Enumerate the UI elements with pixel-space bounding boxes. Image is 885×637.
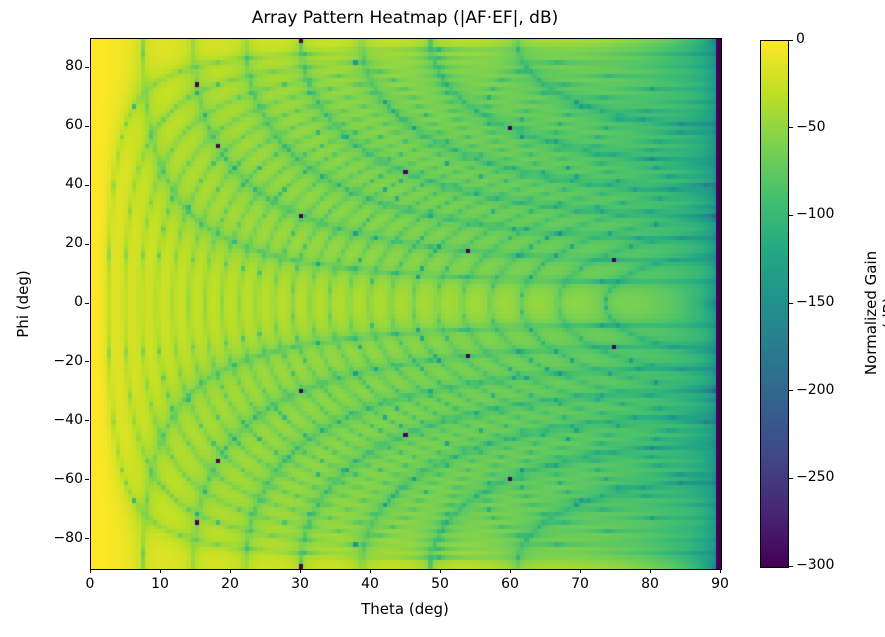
x-tick-label: 80	[641, 576, 659, 592]
heatmap-canvas	[91, 39, 721, 569]
y-tick-label: 80	[65, 58, 83, 75]
x-tick-label: 90	[711, 576, 729, 592]
x-tick-label: 50	[431, 576, 449, 592]
colorbar-tick	[789, 214, 793, 216]
x-axis-tick	[299, 569, 301, 573]
y-tick-label: 0	[74, 294, 83, 310]
colorbar-tick	[789, 302, 793, 304]
x-tick-label: 70	[571, 576, 589, 592]
y-axis-label: Phi (deg)	[14, 270, 32, 338]
y-axis-tick	[85, 302, 89, 304]
colorbar-tick-label: −50	[796, 118, 826, 135]
colorbar-tick-label: −200	[796, 381, 835, 398]
colorbar-tick-label: −300	[796, 557, 835, 573]
y-axis-tick	[85, 479, 89, 481]
x-tick-label: 30	[291, 576, 309, 592]
colorbar-tick	[789, 390, 793, 392]
colorbar-tick	[789, 565, 793, 567]
colorbar-tick-label: 0	[796, 31, 805, 47]
colorbar-canvas	[761, 41, 788, 567]
x-axis-label: Theta (deg)	[361, 600, 449, 618]
y-tick-label: 60	[65, 117, 83, 134]
x-axis-tick	[369, 569, 371, 573]
x-axis-tick	[649, 569, 651, 573]
x-axis-tick	[439, 569, 441, 573]
y-axis-tick	[85, 66, 89, 68]
colorbar-tick-label: −100	[796, 206, 835, 223]
x-tick-label: 20	[221, 576, 239, 592]
y-axis-tick	[85, 361, 89, 363]
y-axis-tick	[85, 184, 89, 186]
x-axis-tick	[719, 569, 721, 573]
x-axis-tick	[509, 569, 511, 573]
y-tick-label: −80	[53, 529, 83, 546]
y-tick-label: −60	[53, 470, 83, 487]
colorbar-tick-label: −250	[796, 469, 835, 486]
colorbar-tick	[789, 39, 793, 41]
y-axis-tick	[85, 243, 89, 245]
y-tick-label: 40	[65, 176, 83, 193]
y-axis-tick	[85, 125, 89, 127]
x-tick-label: 40	[361, 576, 379, 592]
colorbar-tick	[789, 477, 793, 479]
y-tick-label: 20	[65, 235, 83, 252]
plot-area	[90, 38, 722, 570]
x-tick-label: 10	[151, 576, 169, 592]
colorbar	[760, 40, 789, 568]
x-axis-tick	[229, 569, 231, 573]
x-tick-label: 0	[85, 576, 95, 592]
y-tick-label: −20	[53, 352, 83, 369]
x-axis-tick	[579, 569, 581, 573]
x-tick-label: 60	[501, 576, 519, 592]
x-axis-tick	[89, 569, 91, 573]
chart-title: Array Pattern Heatmap (|AF·EF|, dB)	[251, 8, 559, 28]
colorbar-label: Normalized Gain (dB)	[862, 250, 885, 376]
colorbar-tick-label: −150	[796, 294, 835, 310]
colorbar-tick	[789, 127, 793, 129]
x-axis-tick	[159, 569, 161, 573]
y-tick-label: −40	[53, 411, 83, 428]
y-axis-tick	[85, 538, 89, 540]
y-axis-tick	[85, 420, 89, 422]
